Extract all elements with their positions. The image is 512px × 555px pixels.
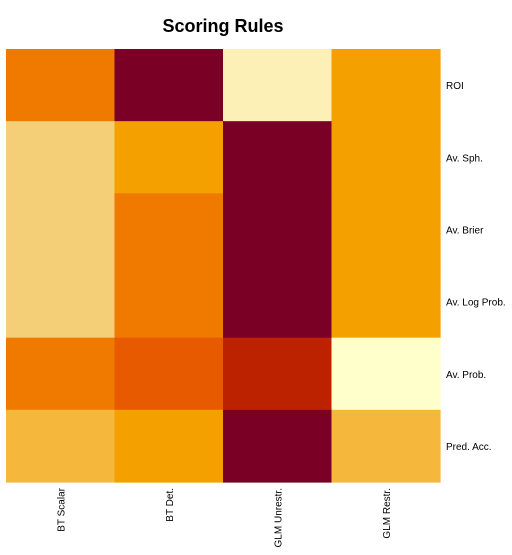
column-label: BT Det. [165, 488, 176, 522]
heatmap-cell [331, 121, 441, 194]
heatmap-cell [223, 337, 333, 411]
heatmap-cell [6, 121, 116, 194]
heatmap-cell [6, 193, 116, 267]
column-label: GLM Unrestr. [273, 488, 284, 547]
heatmap-cell [6, 49, 116, 122]
column-label: GLM Restr. [382, 488, 393, 539]
heatmap-cells [6, 49, 441, 483]
heatmap-cell [6, 265, 116, 339]
heatmap-cell [6, 409, 116, 483]
chart-title: Scoring Rules [162, 16, 283, 36]
column-label: BT Scalar [56, 487, 67, 531]
row-label: Av. Prob. [446, 370, 486, 381]
heatmap-cell [114, 265, 224, 339]
row-label: Pred. Acc. [446, 442, 492, 453]
row-label: Av. Brier [446, 225, 484, 236]
heatmap-cell [223, 265, 333, 339]
column-labels: BT Scalar BT Det. GLM Unrestr. GLM Restr. [56, 487, 393, 547]
heatmap-cell [331, 337, 441, 411]
row-labels: ROI Av. Sph. Av. Brier Av. Log Prob. Av. Pro… [446, 81, 506, 453]
heatmap-cell [331, 49, 441, 122]
heatmap-cell [331, 193, 441, 267]
heatmap-cell [331, 265, 441, 339]
heatmap-cell [331, 409, 441, 483]
row-label: Av. Log Prob. [446, 298, 506, 309]
heatmap-cell [223, 121, 333, 194]
heatmap-cell [114, 121, 224, 194]
heatmap-cell [114, 409, 224, 483]
heatmap-cell [6, 337, 116, 411]
heatmap-cell [223, 409, 333, 483]
row-label: Av. Sph. [446, 153, 483, 164]
heatmap-cell [114, 49, 224, 122]
heatmap-cell [114, 337, 224, 411]
heatmap-cell [223, 49, 333, 122]
row-label: ROI [446, 81, 464, 92]
heatmap-cell [223, 193, 333, 267]
heatmap-cell [114, 193, 224, 267]
